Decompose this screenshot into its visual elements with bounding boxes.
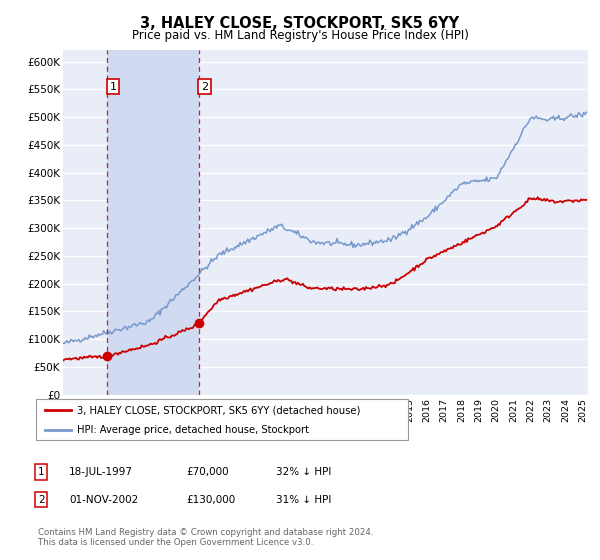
Text: 18-JUL-1997: 18-JUL-1997 [69, 467, 133, 477]
Text: HPI: Average price, detached house, Stockport: HPI: Average price, detached house, Stoc… [77, 424, 309, 435]
Text: 1: 1 [38, 467, 44, 477]
Text: Contains HM Land Registry data © Crown copyright and database right 2024.
This d: Contains HM Land Registry data © Crown c… [38, 528, 373, 547]
Text: £70,000: £70,000 [186, 467, 229, 477]
Text: 32% ↓ HPI: 32% ↓ HPI [276, 467, 331, 477]
Text: 3, HALEY CLOSE, STOCKPORT, SK5 6YY (detached house): 3, HALEY CLOSE, STOCKPORT, SK5 6YY (deta… [77, 405, 360, 415]
Text: Price paid vs. HM Land Registry's House Price Index (HPI): Price paid vs. HM Land Registry's House … [131, 29, 469, 42]
FancyBboxPatch shape [36, 399, 408, 440]
Text: 2: 2 [201, 82, 208, 92]
Bar [107, 50, 199, 395]
Text: 1: 1 [110, 82, 116, 92]
Text: 01-NOV-2002: 01-NOV-2002 [69, 494, 138, 505]
Text: 3, HALEY CLOSE, STOCKPORT, SK5 6YY: 3, HALEY CLOSE, STOCKPORT, SK5 6YY [140, 16, 460, 31]
Text: 2: 2 [38, 494, 44, 505]
Text: £130,000: £130,000 [186, 494, 235, 505]
Text: 31% ↓ HPI: 31% ↓ HPI [276, 494, 331, 505]
